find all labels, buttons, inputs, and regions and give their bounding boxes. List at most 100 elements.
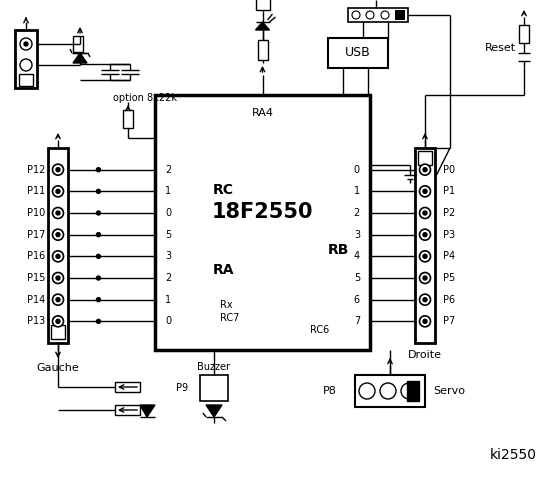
Text: P1: P1 [443,186,455,196]
Circle shape [420,273,430,284]
Circle shape [96,276,101,280]
Circle shape [420,186,430,197]
Circle shape [420,229,430,240]
Text: 5: 5 [354,273,360,283]
Bar [519,25,529,43]
Bar [115,382,140,392]
Text: RC7: RC7 [220,313,239,323]
Text: Gauche: Gauche [36,363,80,373]
Text: 2: 2 [165,273,171,283]
Circle shape [96,211,101,215]
Text: 5: 5 [165,229,171,240]
Bar [395,10,405,20]
Text: 1: 1 [165,186,171,196]
Text: P14: P14 [27,295,45,305]
Circle shape [381,11,389,19]
Text: RA: RA [213,263,234,277]
Bar [407,381,419,401]
Circle shape [53,229,64,240]
Bar [73,36,83,52]
Text: P4: P4 [443,252,455,261]
Circle shape [56,298,60,301]
Text: 3: 3 [165,252,171,261]
Circle shape [423,189,427,193]
Text: 0: 0 [165,208,171,218]
Bar [258,40,268,60]
Circle shape [423,254,427,258]
Bar [407,381,419,401]
Bar [19,74,33,86]
Text: 3: 3 [354,229,360,240]
Text: Rx: Rx [220,300,233,310]
Text: RA4: RA4 [252,108,274,118]
Circle shape [56,168,60,172]
Text: P8: P8 [323,386,337,396]
Polygon shape [140,405,155,417]
Circle shape [352,11,360,19]
Text: 7: 7 [354,316,360,326]
Bar [51,325,65,339]
Bar [348,8,408,22]
Circle shape [20,38,32,50]
Circle shape [56,254,60,258]
Bar [328,38,388,68]
Text: 0: 0 [165,316,171,326]
Circle shape [53,207,64,218]
Text: RB: RB [328,243,349,257]
Bar [115,405,140,415]
Text: P12: P12 [27,165,45,175]
Text: 1: 1 [354,186,360,196]
Text: 2: 2 [165,165,171,175]
Circle shape [20,59,32,71]
Bar [200,375,228,401]
Text: 18F2550: 18F2550 [212,203,313,223]
Text: P3: P3 [443,229,455,240]
Circle shape [96,254,101,258]
Bar [48,148,68,343]
Text: ki2550: ki2550 [490,448,537,462]
Circle shape [96,233,101,237]
Text: Droite: Droite [408,350,442,360]
Circle shape [96,189,101,193]
Circle shape [56,276,60,280]
Circle shape [96,168,101,172]
Circle shape [380,383,396,399]
Circle shape [56,189,60,193]
Text: P6: P6 [443,295,455,305]
Text: RC: RC [213,183,234,197]
Text: P0: P0 [443,165,455,175]
Text: 0: 0 [354,165,360,175]
Circle shape [420,207,430,218]
Circle shape [420,316,430,327]
Text: P2: P2 [443,208,455,218]
Text: P11: P11 [27,186,45,196]
Circle shape [423,211,427,215]
Circle shape [53,251,64,262]
Text: P15: P15 [27,273,45,283]
Text: P10: P10 [27,208,45,218]
Circle shape [53,273,64,284]
Text: 2: 2 [354,208,360,218]
Bar [415,148,435,343]
Text: P13: P13 [27,316,45,326]
Circle shape [96,298,101,301]
Text: Servo: Servo [433,386,465,396]
Bar [355,375,425,407]
Circle shape [420,294,430,305]
Circle shape [56,211,60,215]
Circle shape [366,11,374,19]
Circle shape [420,251,430,262]
Polygon shape [73,53,87,63]
Circle shape [423,319,427,324]
Bar [123,110,133,128]
Text: 6: 6 [354,295,360,305]
Text: P7: P7 [443,316,455,326]
Text: P16: P16 [27,252,45,261]
Bar [255,0,269,10]
Text: P9: P9 [176,383,188,393]
Polygon shape [255,22,269,30]
Text: 4: 4 [354,252,360,261]
Circle shape [56,233,60,237]
Circle shape [401,383,417,399]
Circle shape [53,164,64,175]
